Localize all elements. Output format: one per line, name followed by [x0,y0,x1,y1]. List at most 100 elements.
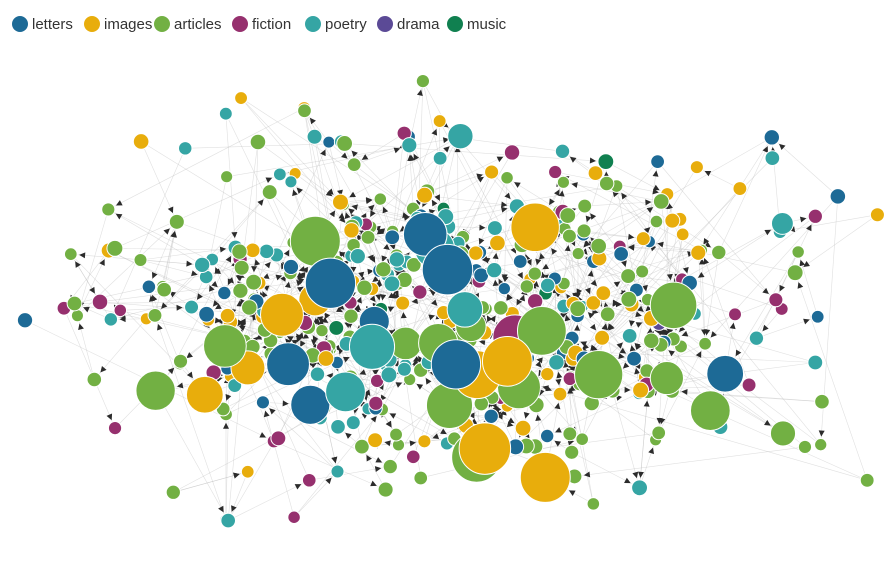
node[interactable] [348,323,396,370]
node[interactable] [512,254,528,269]
node[interactable] [156,281,173,298]
node[interactable] [562,426,578,442]
node[interactable] [554,143,571,159]
node[interactable] [259,292,304,337]
node[interactable] [168,213,185,230]
node[interactable] [349,248,366,265]
node[interactable] [711,244,727,261]
node[interactable] [447,122,474,150]
node[interactable] [412,284,428,300]
node[interactable] [576,223,592,239]
node[interactable] [301,472,317,488]
node[interactable] [540,366,555,382]
node[interactable] [598,175,615,192]
node[interactable] [770,212,794,235]
node[interactable] [417,434,432,449]
node[interactable] [231,243,248,260]
node[interactable] [258,243,275,260]
node[interactable] [290,384,331,425]
node[interactable] [297,103,312,119]
node[interactable] [405,449,421,465]
node[interactable] [689,160,704,175]
node[interactable] [336,135,354,152]
node[interactable] [354,438,370,455]
node[interactable] [203,324,247,368]
node[interactable] [416,186,434,204]
node[interactable] [380,366,398,384]
node[interactable] [791,245,805,259]
node[interactable] [284,175,298,189]
node[interactable] [135,370,176,411]
node[interactable] [539,277,556,294]
node[interactable] [516,306,567,356]
node[interactable] [483,408,499,424]
node[interactable] [649,360,684,396]
node[interactable] [66,295,83,312]
node[interactable] [446,291,484,328]
node[interactable] [548,164,563,180]
node[interactable] [261,184,278,201]
node[interactable] [430,339,482,390]
node[interactable] [384,229,401,246]
node[interactable] [575,432,589,447]
node[interactable] [631,479,648,497]
node[interactable] [728,307,742,322]
node[interactable] [178,141,193,156]
node[interactable] [315,323,329,338]
node[interactable] [282,258,300,276]
node[interactable] [595,285,612,301]
node[interactable] [217,285,232,301]
node[interactable] [497,281,511,296]
node[interactable] [132,133,150,150]
node[interactable] [346,157,362,172]
node[interactable] [620,290,638,308]
legend-item[interactable]: articles [154,16,222,33]
node[interactable] [698,336,712,351]
legend-item[interactable]: music [447,16,507,33]
node[interactable] [198,305,215,323]
node[interactable] [185,375,224,414]
node[interactable] [184,299,200,315]
node[interactable] [383,275,401,293]
node[interactable] [706,354,745,393]
node[interactable] [556,175,571,189]
node[interactable] [652,193,670,210]
node[interactable] [748,330,765,346]
node[interactable] [266,342,310,387]
node[interactable] [620,268,637,285]
node[interactable] [86,371,103,388]
node[interactable] [360,229,376,245]
node[interactable] [245,273,263,291]
node[interactable] [814,393,830,410]
node[interactable] [741,377,757,393]
node[interactable] [343,308,359,324]
node[interactable] [91,293,109,311]
node[interactable] [489,234,506,252]
node[interactable] [651,425,667,441]
node[interactable] [317,350,335,367]
node[interactable] [309,366,326,383]
node[interactable] [220,170,234,184]
node[interactable] [375,261,392,278]
node[interactable] [503,144,521,161]
node[interactable] [218,106,233,121]
node[interactable] [249,133,267,151]
node[interactable] [571,246,585,261]
node[interactable] [396,361,412,377]
node[interactable] [241,299,258,316]
node[interactable] [564,444,580,460]
node[interactable] [401,137,418,154]
node[interactable] [413,470,429,486]
node[interactable] [519,451,571,503]
legend-item[interactable]: letters [12,16,73,33]
node[interactable] [232,282,249,299]
node[interactable] [586,497,601,511]
node[interactable] [519,279,535,294]
node[interactable] [255,395,271,410]
node[interactable] [328,320,345,336]
node[interactable] [103,312,119,327]
node[interactable] [814,438,828,452]
node[interactable] [458,422,512,475]
node[interactable] [807,354,824,371]
node[interactable] [233,259,250,276]
